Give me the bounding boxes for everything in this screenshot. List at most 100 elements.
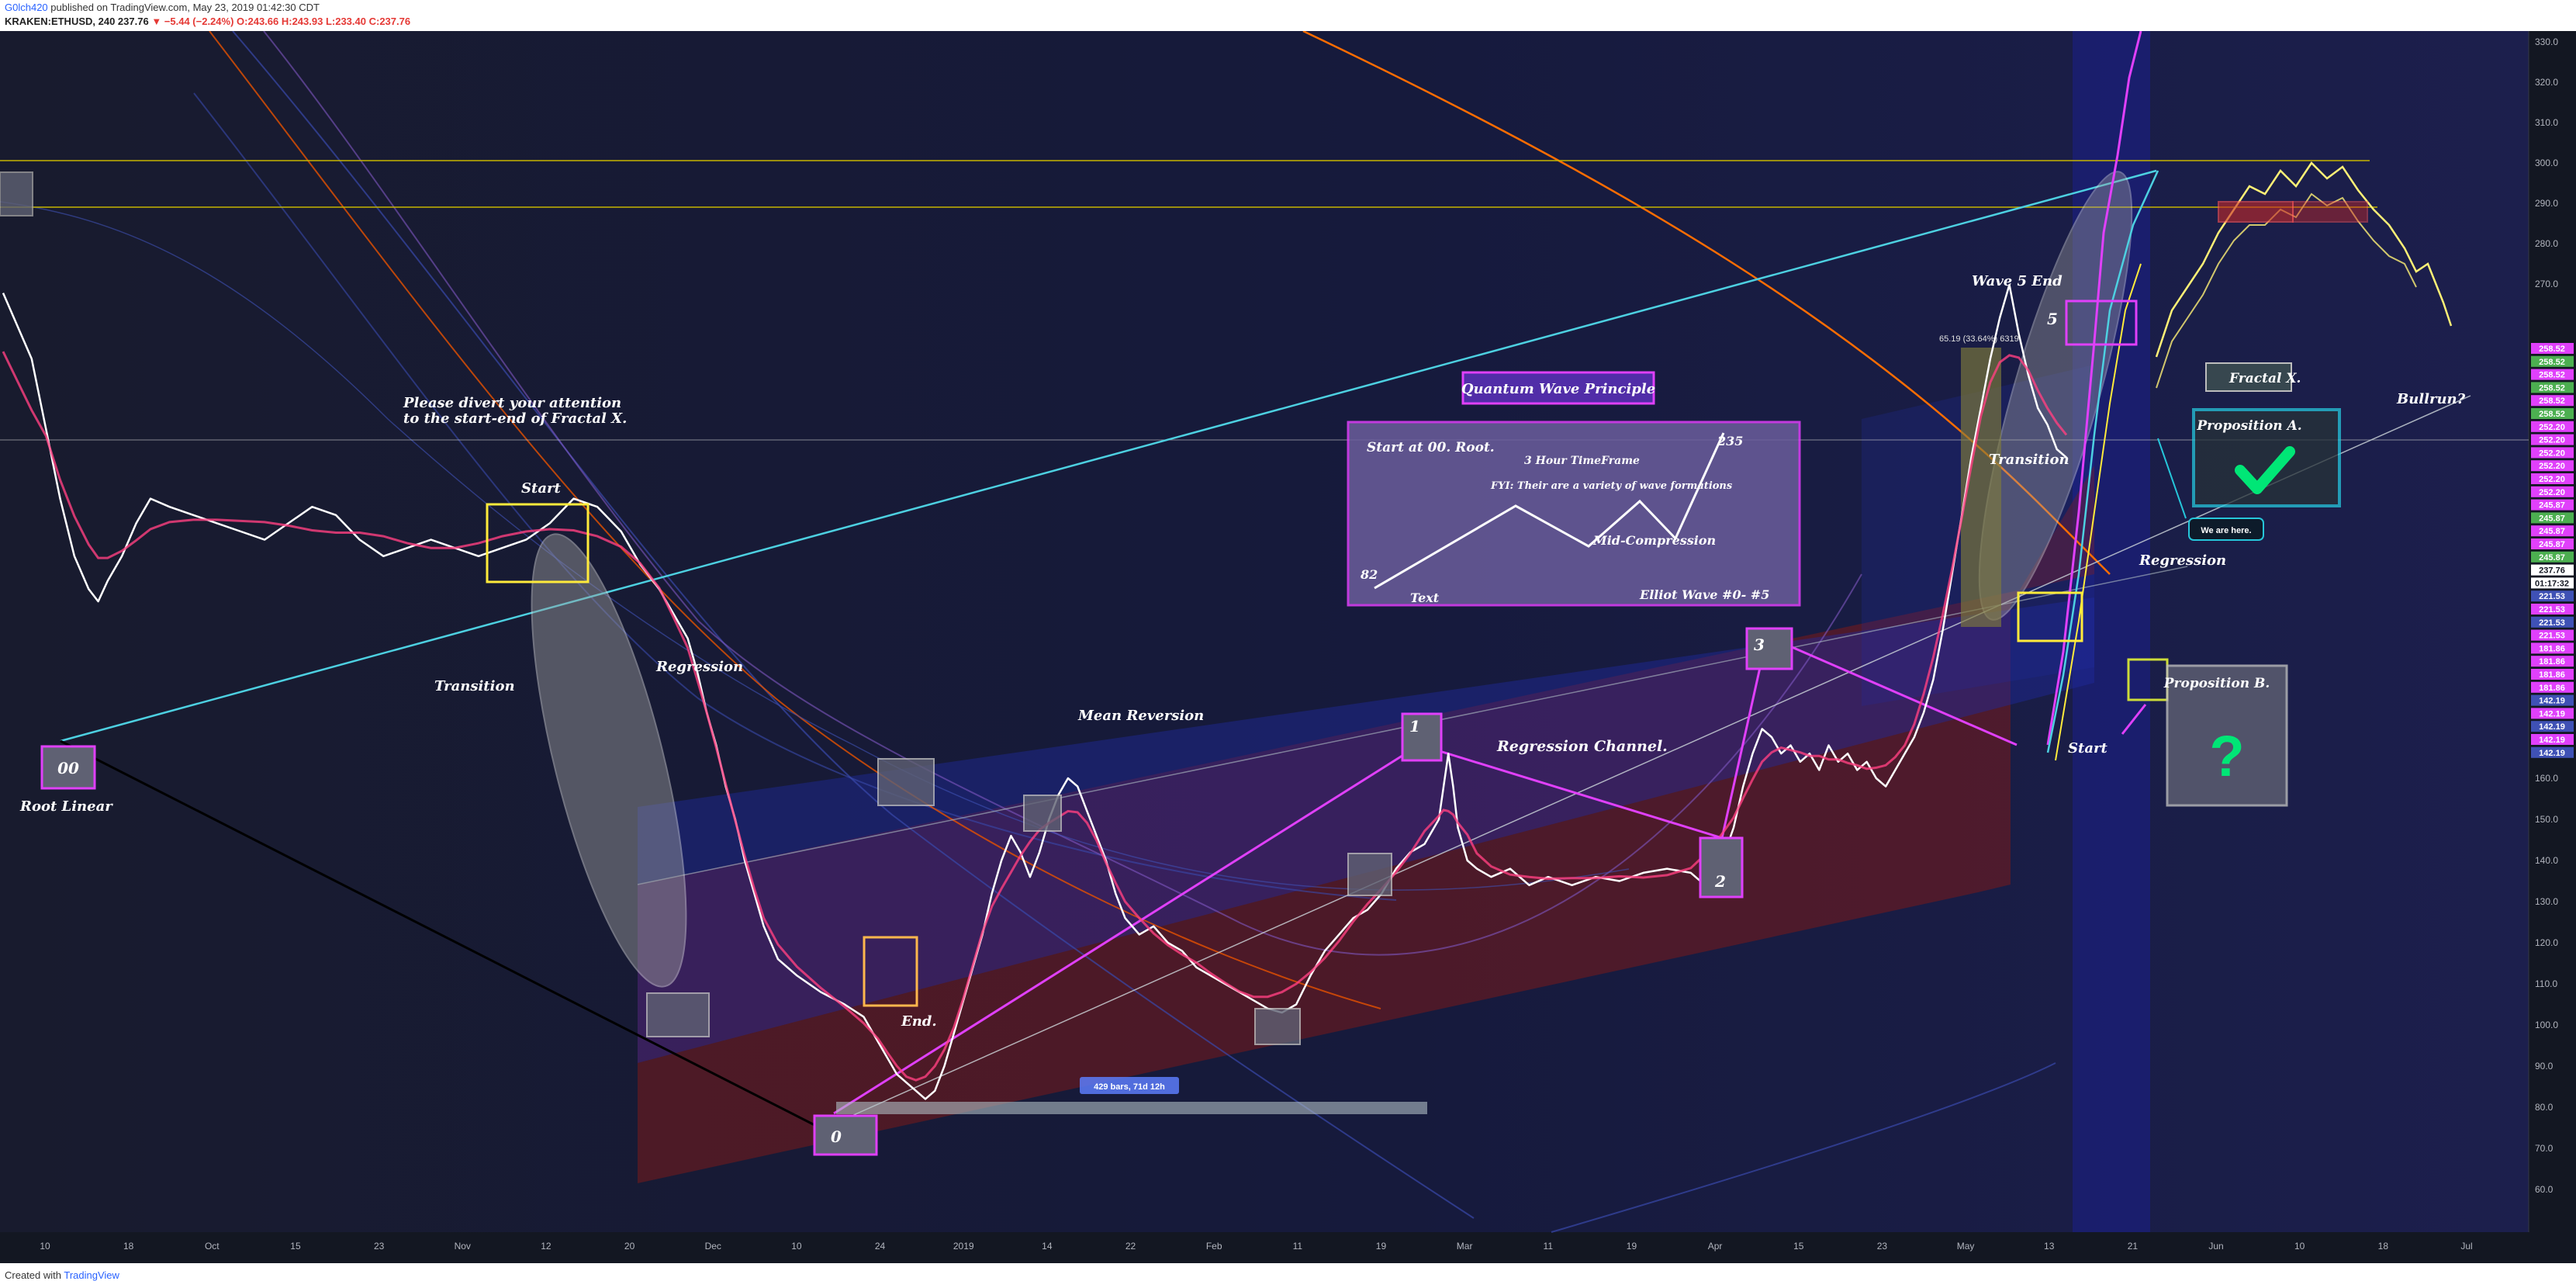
price-axis-ticks: 330.0 320.0 310.0 300.0 290.0 280.0 270.0 160.0… [2535, 36, 2558, 1195]
svg-text:FYI: Their are a variety of wa: FYI: Their are a variety of wave formati… [1490, 480, 1733, 492]
wave-label-5: 5 [2047, 299, 2138, 346]
target-zone-2 [2292, 201, 2368, 223]
regression-right-label: Regression [2139, 552, 2226, 569]
price-label-bg [2531, 447, 2574, 459]
publish-header: G0lch420 published on TradingView.com, M… [0, 0, 2576, 31]
ma-blue-4 [0, 201, 1630, 891]
attention-note-line-2: to the start-end of Fractal X. [403, 410, 627, 427]
price-label-bg [2531, 525, 2574, 537]
cyan-trendline [60, 169, 2157, 743]
svg-text:2: 2 [1714, 872, 1726, 891]
y-tick-label: 280.0 [2535, 238, 2558, 249]
y-tick-label: 270.0 [2535, 279, 2558, 289]
price-series [2, 283, 2068, 1100]
y-tick-label: 140.0 [2535, 855, 2558, 866]
ma-orange-2 [209, 31, 1381, 1009]
price-label: 245.87 [2539, 553, 2565, 563]
x-tick-label: Oct [205, 1241, 220, 1252]
x-tick-label: 15 [1793, 1241, 1804, 1252]
yellow-spike [2055, 263, 2142, 761]
ma-purple [263, 31, 1862, 956]
box-transition [2017, 591, 2083, 642]
price-chart[interactable]: 429 bars, 71d 12h 65.19 (33.64%) 6319 00… [0, 31, 2576, 1263]
symbol-line: KRAKEN:ETHUSD, 240 237.76 [5, 16, 149, 27]
price-label: 252.20 [2539, 448, 2565, 458]
x-tick-label: 23 [1877, 1241, 1888, 1252]
svg-text:00: 00 [57, 759, 79, 777]
y-tick-label: 130.0 [2535, 896, 2558, 907]
x-tick-label: Dec [705, 1241, 721, 1252]
x-tick-label: 24 [875, 1241, 886, 1252]
x-tick-label: 10 [2294, 1241, 2305, 1252]
y-tick-label: 70.0 [2535, 1143, 2554, 1154]
publish-info: G0lch420 published on TradingView.com, M… [5, 2, 320, 13]
price-change: ▼ −5.44 (−2.24%) [151, 16, 234, 27]
svg-text:5: 5 [2047, 310, 2058, 328]
price-label: 181.86 [2539, 644, 2565, 653]
y-tick-label: 80.0 [2535, 1102, 2554, 1113]
x-tick-label: 11 [1293, 1241, 1303, 1252]
x-tick-label: 21 [2128, 1241, 2139, 1252]
x-tick-label: 23 [374, 1241, 385, 1252]
target-zone [2218, 201, 2294, 223]
smoothed-line [2, 351, 2068, 1082]
box-feb [1254, 1008, 1301, 1045]
ma-blue-2 [193, 92, 1397, 901]
price-label-bg [2531, 434, 2574, 445]
time-axis-ticks: 10 18 Oct 15 23 Nov 12 20 Dec 10 24 2019 14 22 Feb 11 19… [40, 1241, 2472, 1252]
wave-label-00: 00 [40, 745, 96, 790]
y-tick-label: 310.0 [2535, 117, 2558, 128]
price-label-bg [2531, 708, 2574, 719]
x-tick-label: 18 [2378, 1241, 2389, 1252]
y-tick-label: 330.0 [2535, 36, 2558, 47]
transition-left-label: Transition [434, 678, 515, 694]
price-label-bg [2531, 604, 2574, 615]
price-label: 221.53 [2539, 632, 2565, 641]
y-tick-label: 120.0 [2535, 937, 2558, 948]
svg-text:235: 235 [1717, 434, 1743, 448]
start-top-label: Start [521, 480, 561, 497]
author-link[interactable]: G0lch420 [5, 2, 48, 13]
symbol-info: KRAKEN:ETHUSD, 240 237.76 ▼ −5.44 (−2.24… [5, 16, 410, 27]
root-linear-label: Root Linear [19, 798, 113, 815]
transition-right-label: Transition [1989, 452, 2069, 468]
publish-text: published on TradingView.com, May 23, 20… [47, 2, 320, 13]
red-channel [638, 466, 2094, 1183]
fractal-projection-upper [2155, 161, 2453, 358]
price-label-bg [2531, 656, 2574, 667]
price-label-bg [2531, 473, 2574, 484]
regression-ellipse-left [531, 533, 687, 988]
svg-text:Start at 00. Root.: Start at 00. Root. [1367, 440, 1495, 455]
x-tick-label: 19 [1376, 1241, 1387, 1252]
tradingview-link[interactable]: TradingView [64, 1269, 119, 1281]
x-tick-label: Apr [1708, 1241, 1723, 1252]
fractal-x-label: Fractal X. [2228, 371, 2301, 386]
price-label: 258.52 [2539, 396, 2565, 406]
x-tick-label: Feb [1206, 1241, 1222, 1252]
price-label: 237.76 [2539, 566, 2565, 576]
svg-text:3: 3 [1754, 635, 1765, 654]
svg-text:Mid-Compression: Mid-Compression [1592, 533, 1716, 548]
time-axis [0, 1232, 2576, 1263]
x-tick-label: 22 [1125, 1241, 1136, 1252]
x-tick-label: 2019 [953, 1241, 974, 1252]
x-tick-label: May [1957, 1241, 1975, 1252]
attention-note-line-1: Please divert your attention [403, 395, 621, 411]
price-label-bg [2531, 512, 2574, 524]
price-label: 181.86 [2539, 657, 2565, 667]
x-tick-label: 11 [1544, 1241, 1554, 1252]
price-label-bg [2531, 395, 2574, 407]
svg-text:Proposition B.: Proposition B. [2163, 676, 2270, 691]
price-label-bg [2531, 616, 2574, 628]
end-label: End. [901, 1013, 937, 1030]
price-label: 252.20 [2539, 475, 2565, 484]
y-tick-label: 160.0 [2535, 773, 2558, 784]
x-tick-label: 18 [123, 1241, 134, 1252]
price-line [2, 283, 2067, 1100]
price-label: 142.19 [2539, 749, 2565, 758]
price-label: 258.52 [2539, 383, 2565, 393]
question-icon: ? [2209, 724, 2244, 788]
price-label: 252.20 [2539, 462, 2565, 471]
y-tick-label: 90.0 [2535, 1061, 2554, 1072]
price-label-bg [2531, 551, 2574, 563]
